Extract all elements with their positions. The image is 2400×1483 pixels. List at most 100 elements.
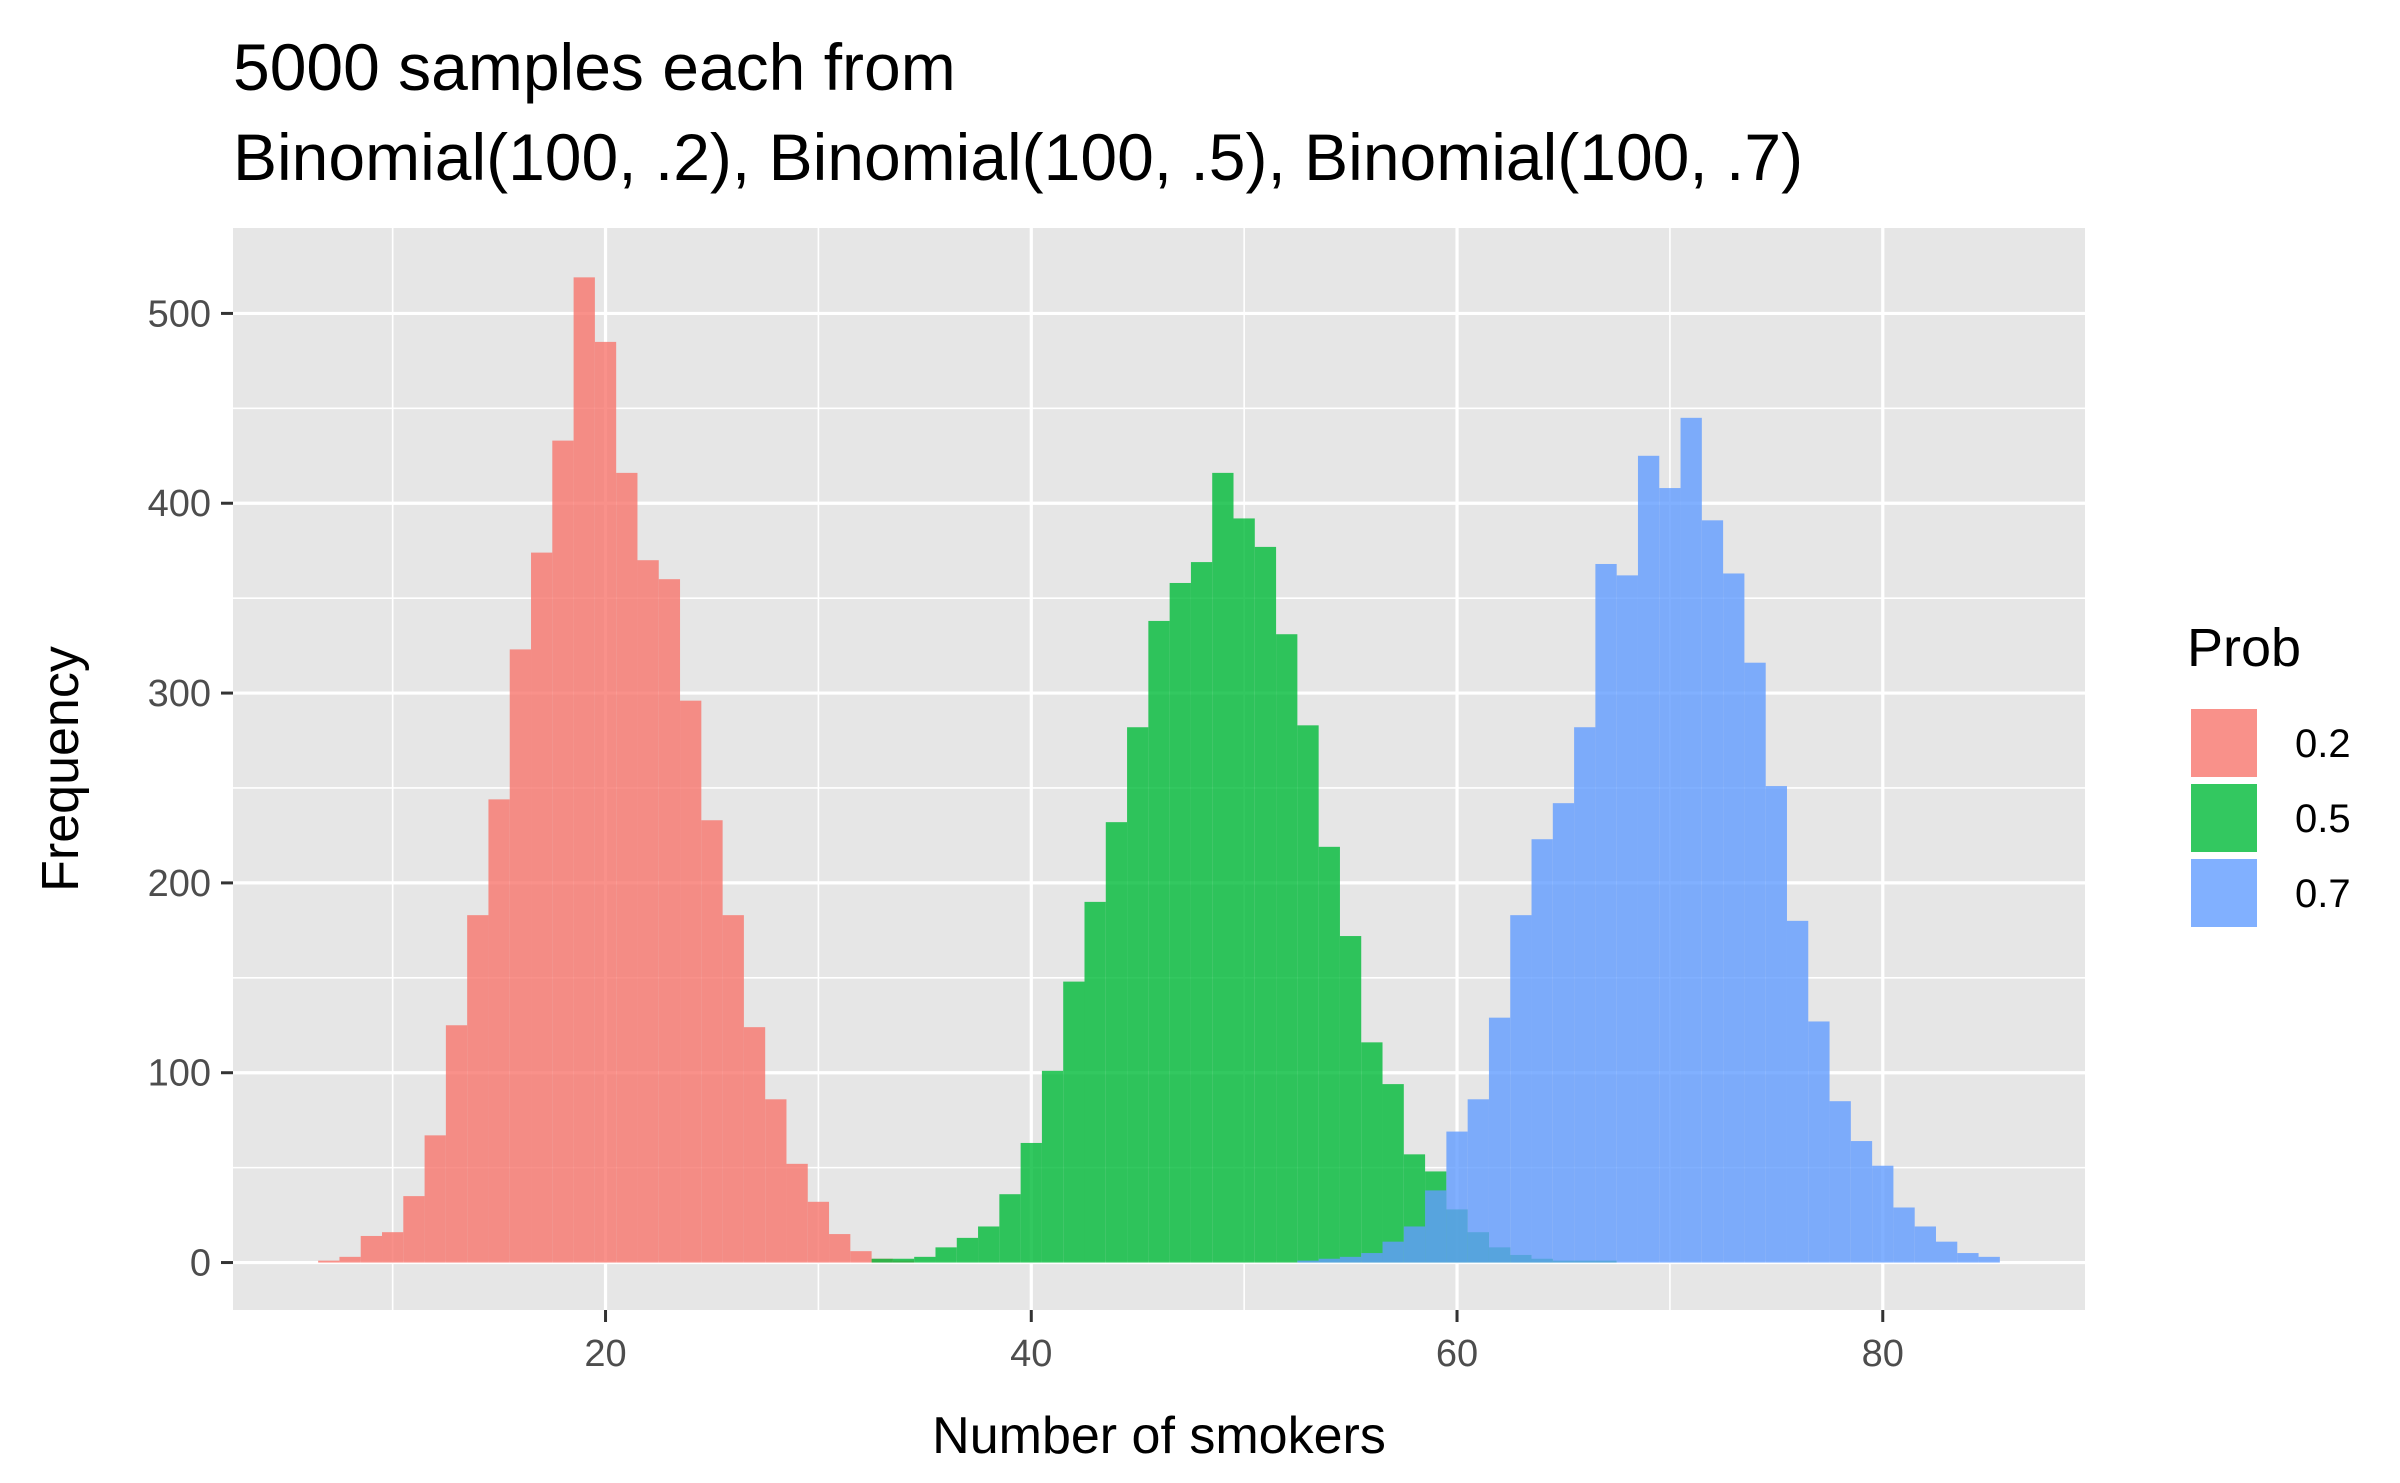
- legend-key-prob-0.7: [2189, 857, 2259, 929]
- bar-prob-0.2: [424, 1135, 446, 1263]
- bar-prob-0.7: [1531, 839, 1553, 1263]
- bar-prob-0.5: [1339, 936, 1362, 1263]
- x-tick-label: 80: [1862, 1333, 1904, 1375]
- bar-prob-0.7: [1318, 1258, 1340, 1263]
- bar-prob-0.2: [360, 1235, 383, 1263]
- chart-title-line-2: Binomial(100, .2), Binomial(100, .5), Bi…: [233, 120, 1803, 194]
- bar-prob-0.5: [1254, 546, 1277, 1263]
- bar-prob-0.7: [1339, 1256, 1362, 1263]
- bar-prob-0.2: [637, 560, 659, 1263]
- y-tick-label: 200: [148, 863, 211, 905]
- x-tick-label: 60: [1436, 1333, 1478, 1375]
- bar-prob-0.7: [1297, 1260, 1319, 1263]
- bar-prob-0.2: [701, 820, 723, 1263]
- bar-prob-0.5: [1084, 901, 1106, 1263]
- legend-label-prob-0.5: 0.5: [2295, 797, 2351, 841]
- y-tick-label: 0: [190, 1243, 211, 1285]
- bar-prob-0.5: [1233, 518, 1255, 1263]
- bar-prob-0.7: [1872, 1165, 1894, 1263]
- bar-prob-0.5: [1212, 472, 1234, 1263]
- bar-prob-0.2: [807, 1201, 830, 1263]
- x-tick-label: 40: [1010, 1333, 1052, 1375]
- bar-prob-0.5: [1361, 1042, 1383, 1263]
- bar-prob-0.5: [1297, 725, 1319, 1263]
- bar-prob-0.7: [1765, 786, 1787, 1263]
- bar-prob-0.2: [488, 799, 510, 1263]
- bar-prob-0.7: [1744, 662, 1766, 1263]
- y-tick-label: 300: [148, 673, 211, 715]
- bar-prob-0.2: [850, 1251, 872, 1263]
- bar-prob-0.5: [1148, 620, 1170, 1263]
- bar-prob-0.7: [1680, 417, 1702, 1263]
- bar-prob-0.5: [871, 1258, 893, 1263]
- bar-prob-0.7: [1914, 1226, 1936, 1263]
- bar-prob-0.2: [765, 1099, 787, 1263]
- bar-prob-0.5: [1041, 1070, 1064, 1263]
- x-axis: 20 40 60 80: [584, 1310, 1904, 1375]
- legend-key-prob-0.5: [2189, 782, 2259, 854]
- bar-prob-0.5: [956, 1237, 979, 1263]
- bar-prob-0.5: [999, 1194, 1021, 1263]
- bar-prob-0.7: [1574, 727, 1596, 1263]
- bar-prob-0.7: [1786, 920, 1809, 1263]
- y-axis: 0 100 200 300 400 500: [148, 293, 233, 1285]
- bar-prob-0.7: [1701, 520, 1724, 1263]
- bar-prob-0.7: [1893, 1207, 1915, 1263]
- legend: Prob 0.2 0.5 0.7: [2187, 618, 2351, 929]
- bar-prob-0.5: [1063, 981, 1085, 1263]
- bar-prob-0.2: [318, 1260, 340, 1263]
- bar-prob-0.2: [382, 1232, 404, 1263]
- bar-prob-0.5: [1276, 634, 1298, 1263]
- bar-prob-0.2: [573, 277, 595, 1263]
- bar-prob-0.7: [1488, 1017, 1511, 1263]
- bar-prob-0.2: [616, 472, 638, 1263]
- bar-prob-0.5: [1020, 1142, 1042, 1263]
- bar-prob-0.7: [1659, 488, 1681, 1263]
- y-axis-title: Frequency: [32, 646, 90, 892]
- bar-prob-0.2: [403, 1196, 425, 1263]
- bar-prob-0.7: [1850, 1141, 1873, 1263]
- bar-prob-0.2: [829, 1234, 851, 1263]
- bar-prob-0.7: [1829, 1101, 1851, 1263]
- bar-prob-0.5: [1318, 846, 1340, 1263]
- x-tick-label: 20: [584, 1333, 626, 1375]
- y-tick-label: 500: [148, 293, 211, 335]
- bar-prob-0.2: [339, 1256, 361, 1263]
- bar-prob-0.7: [1425, 1190, 1447, 1263]
- bar-prob-0.2: [786, 1163, 808, 1263]
- bar-prob-0.7: [1637, 455, 1660, 1263]
- bar-prob-0.5: [914, 1256, 936, 1263]
- bar-prob-0.5: [1169, 582, 1191, 1263]
- histogram-bars: [318, 277, 2000, 1263]
- bar-prob-0.2: [680, 700, 702, 1263]
- y-tick-label: 100: [148, 1053, 211, 1095]
- bar-prob-0.2: [531, 552, 553, 1263]
- bar-prob-0.7: [1446, 1131, 1468, 1263]
- legend-label-prob-0.7: 0.7: [2295, 872, 2351, 916]
- bar-prob-0.7: [1935, 1241, 1958, 1263]
- bar-prob-0.2: [509, 649, 532, 1263]
- bar-prob-0.2: [658, 579, 681, 1263]
- bar-prob-0.5: [935, 1247, 957, 1263]
- bar-prob-0.7: [1552, 803, 1575, 1263]
- bar-prob-0.7: [1510, 915, 1532, 1263]
- bar-prob-0.7: [1595, 563, 1617, 1263]
- legend-label-prob-0.2: 0.2: [2295, 722, 2351, 766]
- bar-prob-0.2: [467, 915, 489, 1263]
- bar-prob-0.7: [1382, 1241, 1404, 1263]
- bar-prob-0.7: [1978, 1256, 2000, 1263]
- legend-key-prob-0.2: [2189, 707, 2259, 779]
- bar-prob-0.2: [445, 1025, 468, 1263]
- bar-prob-0.7: [1616, 575, 1638, 1263]
- x-axis-title: Number of smokers: [932, 1407, 1386, 1465]
- bar-prob-0.2: [552, 440, 574, 1263]
- bar-prob-0.5: [892, 1258, 915, 1263]
- bar-prob-0.5: [1382, 1084, 1404, 1263]
- y-tick-label: 400: [148, 483, 211, 525]
- bar-prob-0.7: [1957, 1253, 1979, 1263]
- bar-prob-0.2: [743, 1027, 766, 1263]
- legend-title: Prob: [2187, 618, 2301, 678]
- bar-prob-0.7: [1361, 1253, 1383, 1263]
- bar-prob-0.5: [978, 1226, 1000, 1263]
